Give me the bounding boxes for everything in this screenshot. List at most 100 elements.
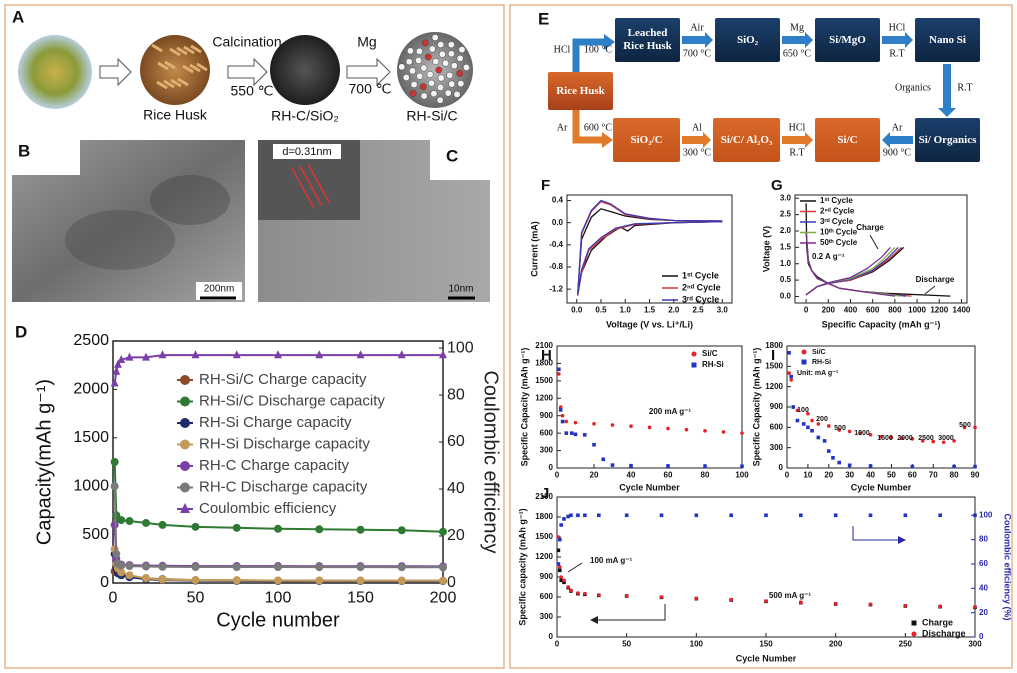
x-axis-label: Voltage (V vs. Li⁺/Li) bbox=[606, 319, 693, 329]
process-arrow bbox=[604, 34, 615, 50]
item-label: RH-Si/C bbox=[406, 108, 457, 124]
data-point bbox=[566, 585, 570, 589]
y-tick-label: -0.8 bbox=[549, 262, 563, 271]
panel-label: H bbox=[541, 347, 552, 364]
data-point bbox=[117, 568, 126, 577]
x-tick-label: 150 bbox=[347, 589, 374, 606]
y-tick-label: 300 bbox=[540, 612, 554, 621]
x-tick-label: 1.5 bbox=[644, 306, 656, 315]
data-point bbox=[570, 431, 574, 435]
y-tick-label: 2100 bbox=[535, 341, 553, 350]
data-point bbox=[439, 527, 447, 536]
edge-label: R.T bbox=[789, 147, 804, 158]
y-tick-label: 1200 bbox=[535, 393, 553, 402]
x-tick-label: 1000 bbox=[908, 306, 926, 315]
data-point bbox=[868, 432, 873, 437]
scale-label: 200nm bbox=[204, 284, 235, 295]
y-tick-label: 1500 bbox=[73, 429, 109, 446]
y-tick-label: 2100 bbox=[535, 492, 553, 501]
data-point bbox=[558, 408, 563, 412]
data-point bbox=[557, 568, 562, 573]
data-point bbox=[833, 601, 838, 606]
data-point bbox=[592, 422, 596, 426]
x-tick-label: 100 bbox=[735, 471, 749, 480]
data-point bbox=[117, 516, 126, 525]
x-tick-label: 100 bbox=[690, 640, 704, 649]
tem-image bbox=[12, 140, 245, 302]
data-point bbox=[833, 513, 838, 518]
y-tick-label: 1800 bbox=[535, 359, 553, 368]
sphere-dot bbox=[444, 89, 452, 97]
legend-marker bbox=[801, 349, 807, 355]
x-tick-label: 60 bbox=[908, 471, 917, 480]
data-point bbox=[158, 562, 167, 571]
y-tick-label: 0 bbox=[100, 574, 109, 591]
sphere-dot bbox=[415, 57, 423, 64]
sphere-dot bbox=[436, 83, 444, 91]
data-point bbox=[125, 562, 134, 571]
data-point bbox=[938, 604, 942, 609]
legend-label: 3ʳᵈ Cycle bbox=[682, 294, 719, 304]
data-point bbox=[562, 580, 566, 585]
sphere-dot bbox=[458, 46, 466, 54]
data-point bbox=[556, 562, 561, 566]
process-arrow bbox=[782, 132, 813, 148]
series-line bbox=[805, 230, 895, 297]
data-point bbox=[610, 423, 615, 427]
edge-label: R.T bbox=[889, 48, 904, 59]
edge-label: 100 °C bbox=[584, 44, 612, 55]
sphere-dot bbox=[447, 41, 455, 49]
data-point bbox=[795, 418, 800, 423]
husk-flake bbox=[176, 46, 188, 56]
husk-flake bbox=[196, 62, 208, 72]
edge-label: HCl bbox=[554, 44, 571, 55]
legend-marker bbox=[911, 631, 917, 637]
data-point bbox=[952, 439, 956, 443]
data-point bbox=[560, 419, 565, 424]
data-point bbox=[920, 439, 925, 443]
edge-label: Air bbox=[690, 22, 704, 33]
sphere-dot bbox=[450, 62, 458, 70]
x-tick-label: 70 bbox=[929, 471, 938, 480]
data-point bbox=[397, 576, 406, 585]
data-point bbox=[315, 563, 324, 572]
y-axis-label: Voltage (V) bbox=[761, 226, 771, 272]
data-point bbox=[910, 437, 915, 441]
legend-label: Coulombic efficiency bbox=[199, 500, 337, 517]
legend-label: Charge bbox=[922, 617, 953, 627]
legend-marker bbox=[180, 482, 190, 493]
process-node: Rice Husk bbox=[548, 72, 613, 110]
x-tick-label: 300 bbox=[968, 640, 982, 649]
data-point bbox=[142, 352, 150, 361]
edge-label: R.T bbox=[957, 82, 972, 93]
legend-label: 2ⁿᵈ Cycle bbox=[820, 207, 855, 216]
y-tick-label: -0.4 bbox=[549, 240, 563, 249]
legend-marker bbox=[691, 351, 697, 357]
y-axis-label: Current (mA) bbox=[529, 221, 539, 277]
legend-label: RH-Si bbox=[702, 360, 724, 369]
annotation: 100 mA g⁻¹ bbox=[590, 556, 632, 565]
data-point bbox=[629, 463, 633, 468]
y-tick-label: 1200 bbox=[765, 382, 783, 391]
y-tick-label: 1000 bbox=[73, 477, 109, 494]
data-point bbox=[931, 439, 936, 444]
legend-label: 2ⁿᵈ Cycle bbox=[682, 282, 721, 292]
process-arrow bbox=[782, 32, 813, 48]
sphere-dot bbox=[453, 90, 461, 98]
step-label: 700 ℃ bbox=[349, 81, 392, 97]
data-point bbox=[569, 588, 573, 593]
data-point bbox=[562, 578, 566, 583]
y-axis-label: Specific capacity (mAh g⁻¹) bbox=[517, 508, 527, 625]
legend-label: RH-Si/C Charge capacity bbox=[199, 371, 367, 388]
lattice-marker bbox=[291, 163, 331, 209]
legend-label: RH-Si/C Discharge capacity bbox=[199, 392, 385, 409]
annotation: 3000 bbox=[938, 435, 954, 442]
sphere-dot bbox=[447, 50, 455, 58]
data-point bbox=[125, 352, 134, 361]
data-point bbox=[576, 513, 580, 518]
legend-marker bbox=[180, 375, 190, 385]
plot-frame bbox=[556, 345, 743, 469]
data-point bbox=[889, 435, 894, 440]
y-axis-label: Specific Capacity (mAh g⁻¹) bbox=[519, 348, 529, 467]
annotation: 500 bbox=[959, 422, 971, 429]
